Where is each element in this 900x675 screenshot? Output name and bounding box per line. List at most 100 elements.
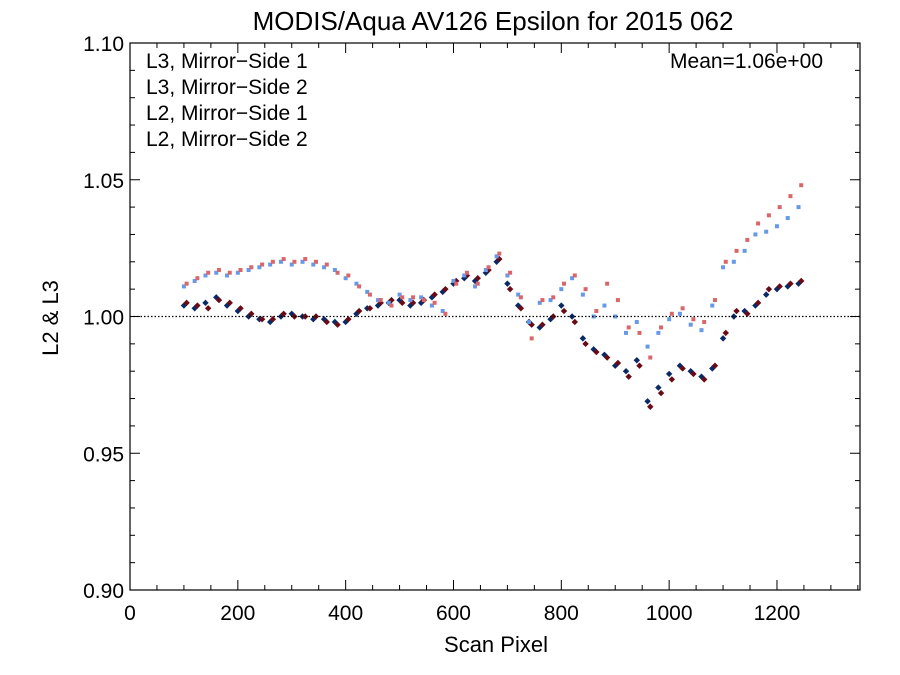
data-point-series-2 bbox=[690, 370, 697, 378]
data-point-series-3 bbox=[677, 311, 682, 316]
data-point-series-1 bbox=[644, 398, 651, 405]
data-point-series-4 bbox=[421, 298, 426, 303]
data-point-series-3 bbox=[656, 330, 661, 335]
data-point-series-3 bbox=[289, 262, 294, 267]
data-point-series-2 bbox=[442, 285, 449, 293]
data-point-series-3 bbox=[634, 319, 639, 324]
x-tick-label: 400 bbox=[328, 602, 363, 625]
data-point-series-3 bbox=[548, 298, 553, 303]
data-point-series-4 bbox=[184, 281, 189, 286]
data-point-series-3 bbox=[731, 259, 736, 264]
data-point-series-1 bbox=[504, 280, 511, 287]
data-point-series-4 bbox=[637, 330, 642, 335]
data-point-series-3 bbox=[408, 298, 413, 303]
data-point-series-4 bbox=[659, 325, 664, 330]
data-point-series-4 bbox=[443, 311, 448, 316]
data-point-series-4 bbox=[756, 221, 761, 226]
data-point-series-2 bbox=[334, 321, 341, 328]
data-point-series-3 bbox=[742, 248, 747, 253]
data-point-series-2 bbox=[754, 299, 762, 307]
data-point-series-2 bbox=[355, 307, 363, 315]
data-point-series-3 bbox=[505, 273, 510, 278]
x-tick-label: 800 bbox=[544, 602, 579, 625]
data-point-series-2 bbox=[291, 313, 298, 320]
data-point-series-3 bbox=[181, 284, 186, 289]
data-point-series-3 bbox=[322, 265, 327, 270]
x-axis-label: Scan Pixel bbox=[444, 632, 548, 657]
data-point-series-3 bbox=[710, 303, 715, 308]
data-point-series-3 bbox=[354, 281, 359, 286]
data-point-series-3 bbox=[214, 270, 219, 275]
data-point-series-4 bbox=[669, 311, 674, 316]
data-point-series-2 bbox=[269, 316, 277, 323]
data-point-series-4 bbox=[648, 355, 653, 360]
data-point-series-2 bbox=[798, 277, 805, 285]
data-point-series-4 bbox=[702, 319, 707, 324]
legend-item-4: L2, Mirror−Side 2 bbox=[146, 128, 308, 151]
data-point-series-4 bbox=[712, 298, 717, 303]
data-point-series-2 bbox=[582, 340, 589, 348]
data-point-series-4 bbox=[335, 270, 340, 275]
data-point-series-3 bbox=[332, 268, 337, 273]
data-point-series-4 bbox=[303, 257, 308, 262]
data-point-series-1 bbox=[202, 299, 209, 307]
data-point-series-2 bbox=[700, 376, 708, 383]
data-point-series-2 bbox=[787, 280, 794, 287]
data-point-series-4 bbox=[626, 325, 631, 330]
data-point-series-2 bbox=[603, 354, 611, 361]
data-point-series-2 bbox=[517, 305, 525, 312]
legend-item-3: L2, Mirror−Side 1 bbox=[146, 102, 308, 125]
data-point-series-2 bbox=[776, 283, 783, 290]
data-point-series-2 bbox=[194, 302, 201, 309]
data-point-series-2 bbox=[258, 316, 266, 323]
data-point-series-4 bbox=[378, 298, 383, 303]
data-point-series-3 bbox=[624, 330, 629, 335]
data-point-series-3 bbox=[785, 216, 790, 221]
data-point-series-1 bbox=[558, 302, 565, 309]
data-point-series-4 bbox=[227, 270, 232, 275]
data-marks bbox=[180, 183, 805, 410]
y-tick-label: 0.95 bbox=[83, 443, 124, 466]
data-point-series-3 bbox=[278, 259, 283, 264]
data-point-series-2 bbox=[571, 318, 578, 326]
data-point-series-2 bbox=[183, 299, 190, 307]
data-point-series-2 bbox=[506, 285, 514, 293]
data-point-series-3 bbox=[462, 273, 467, 278]
y-tick-label: 1.10 bbox=[83, 33, 124, 56]
data-point-series-1 bbox=[698, 373, 705, 380]
data-point-series-2 bbox=[733, 307, 740, 315]
data-point-series-4 bbox=[206, 270, 211, 275]
data-point-series-4 bbox=[238, 268, 243, 273]
data-point-series-3 bbox=[451, 278, 456, 283]
data-point-series-2 bbox=[280, 310, 287, 317]
data-point-series-1 bbox=[730, 313, 738, 320]
data-point-series-3 bbox=[774, 224, 779, 229]
data-point-series-2 bbox=[560, 307, 568, 315]
data-point-series-3 bbox=[429, 303, 434, 308]
data-point-series-3 bbox=[591, 314, 596, 319]
data-point-series-3 bbox=[235, 270, 240, 275]
data-point-series-2 bbox=[474, 275, 481, 282]
data-point-series-4 bbox=[680, 306, 685, 311]
data-point-series-4 bbox=[594, 309, 599, 314]
data-point-series-3 bbox=[667, 317, 672, 322]
data-point-series-3 bbox=[386, 300, 391, 305]
data-point-series-3 bbox=[365, 289, 370, 294]
data-point-series-1 bbox=[709, 365, 716, 372]
data-point-series-2 bbox=[431, 291, 438, 298]
data-point-series-2 bbox=[345, 316, 352, 323]
data-point-series-4 bbox=[281, 257, 286, 262]
data-point-series-4 bbox=[454, 281, 459, 286]
data-point-series-4 bbox=[497, 251, 502, 256]
legend-item-2: L3, Mirror−Side 2 bbox=[146, 76, 308, 99]
data-point-series-4 bbox=[540, 298, 545, 303]
data-point-series-4 bbox=[389, 303, 394, 308]
data-point-series-3 bbox=[753, 232, 758, 237]
data-point-series-3 bbox=[300, 259, 305, 264]
legend: L3, Mirror−Side 1 L3, Mirror−Side 2 L2, Mi… bbox=[146, 50, 308, 151]
data-point-series-3 bbox=[537, 300, 542, 305]
data-point-series-3 bbox=[257, 265, 262, 270]
data-point-series-1 bbox=[719, 335, 727, 342]
